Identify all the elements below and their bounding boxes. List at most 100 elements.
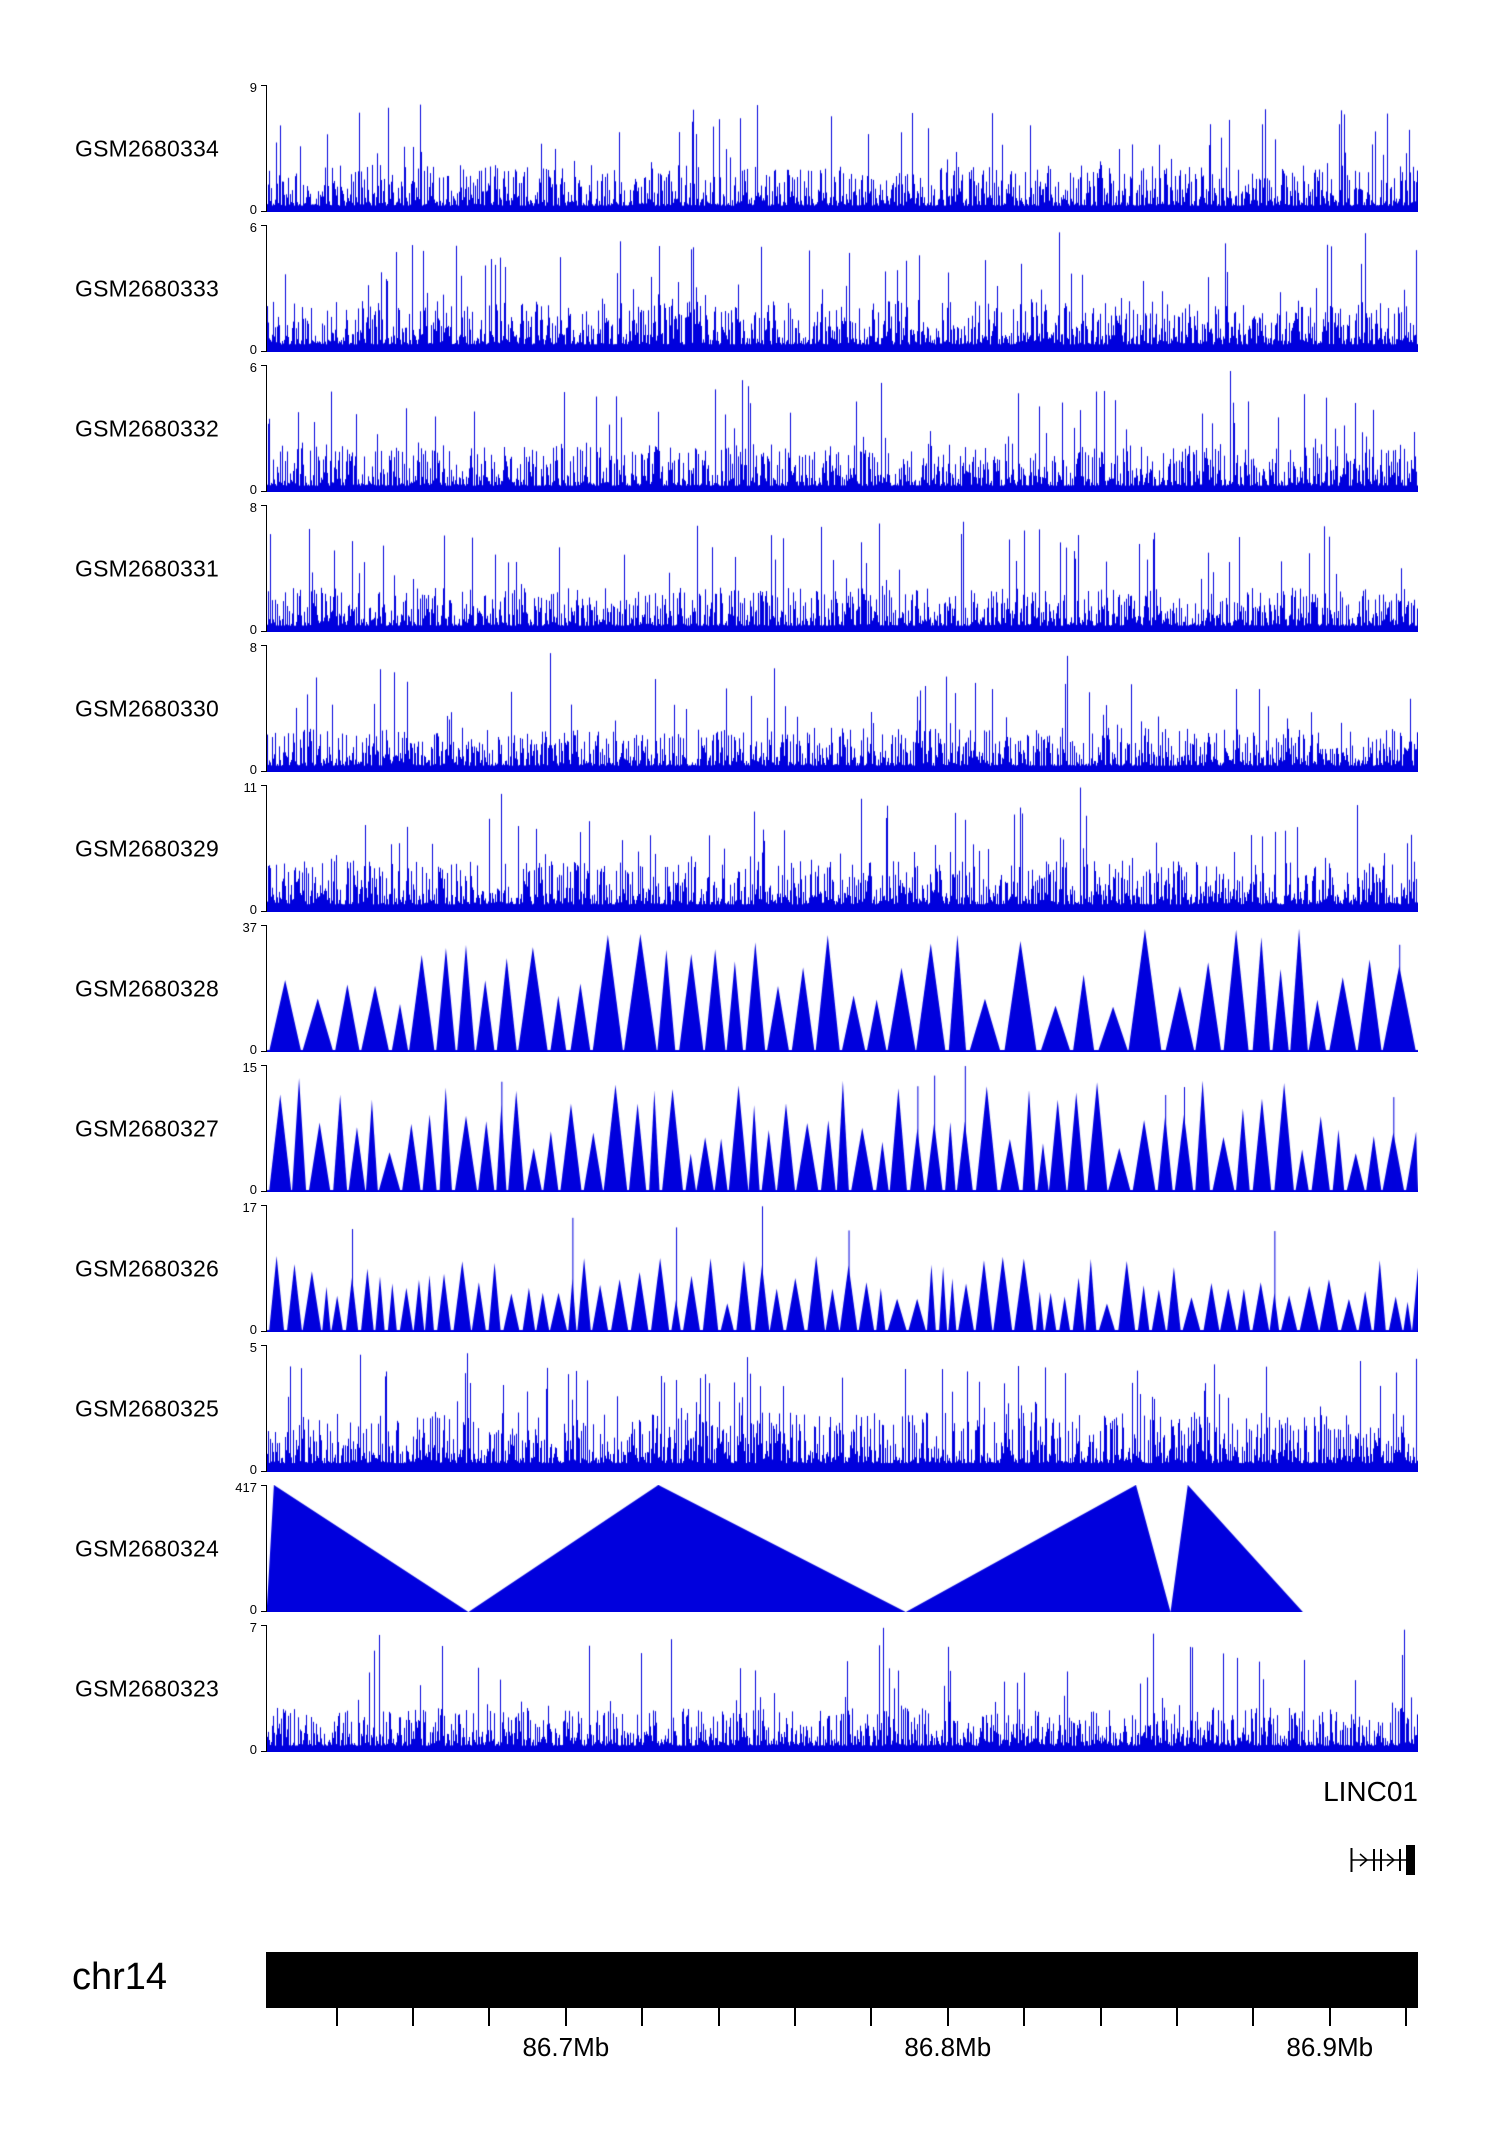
- gene-model-icon: [1350, 1845, 1415, 1875]
- y-axis-zero-label: 0: [249, 762, 257, 777]
- coverage-signal: [267, 785, 1418, 912]
- coverage-signal: [267, 1625, 1418, 1752]
- track-GSM2680334: GSM2680334 9 0: [0, 81, 1500, 216]
- axis-tick: [1405, 2008, 1408, 2026]
- track-label: GSM2680324: [75, 1535, 219, 1561]
- axis-tick: [488, 2008, 491, 2026]
- axis-tick: [564, 2008, 567, 2026]
- coverage-signal: [267, 645, 1418, 772]
- y-axis-tick: [261, 505, 267, 506]
- track-GSM2680325: GSM2680325 5 0: [0, 1341, 1500, 1476]
- y-axis-zero-label: 0: [249, 902, 257, 917]
- y-axis-zero-label: 0: [249, 202, 257, 217]
- track-label: GSM2680327: [75, 1115, 219, 1141]
- track-GSM2680324: GSM2680324 417 0: [0, 1481, 1500, 1616]
- y-axis-tick: [261, 211, 267, 212]
- axis-tick: [1099, 2008, 1102, 2026]
- y-axis-tick: [261, 911, 267, 912]
- axis-tick: [1175, 2008, 1178, 2026]
- y-axis-tick: [261, 631, 267, 632]
- axis-tick: [1328, 2008, 1331, 2026]
- axis-tick: [870, 2008, 873, 2026]
- track-label: GSM2680326: [75, 1255, 219, 1281]
- axis-tick: [794, 2008, 797, 2026]
- y-axis-tick: [261, 1331, 267, 1332]
- y-axis-tick: [261, 1205, 267, 1206]
- y-axis-max-label: 8: [249, 500, 257, 515]
- track-label: GSM2680331: [75, 555, 219, 581]
- y-axis-tick: [261, 785, 267, 786]
- coverage-tracks: GSM2680334 9 0 GSM2680333 6 0 GSM2680332 6 0 GSM2…: [0, 81, 1500, 1765]
- track-GSM2680330: GSM2680330 8 0: [0, 641, 1500, 776]
- y-axis-max-label: 6: [249, 220, 257, 235]
- y-axis-zero-label: 0: [249, 342, 257, 357]
- axis-label: 86.9Mb: [1286, 2032, 1374, 2062]
- axis-tick: [335, 2008, 338, 2026]
- y-axis-tick: [261, 925, 267, 926]
- coverage-signal: [267, 925, 1418, 1052]
- track-GSM2680329: GSM2680329 11 0: [0, 781, 1500, 916]
- track-label: GSM2680330: [75, 695, 219, 721]
- track-plot: 11 0: [244, 781, 1419, 916]
- coverage-signal: [267, 1345, 1418, 1472]
- track-label: GSM2680329: [75, 835, 219, 861]
- axis-tick: [1252, 2008, 1255, 2026]
- track-plot: 17 0: [243, 1201, 1419, 1336]
- axis-tick: [1023, 2008, 1026, 2026]
- track-plot: 15 0: [243, 1061, 1419, 1196]
- y-axis-tick: [261, 1065, 267, 1066]
- y-axis-max-label: 7: [249, 1620, 257, 1635]
- track-label: GSM2680333: [75, 275, 219, 301]
- y-axis-tick: [261, 1191, 267, 1192]
- chromosome-ideogram: [266, 1952, 1418, 2008]
- y-axis-tick: [261, 1751, 267, 1752]
- gene-label: LINC01: [1323, 1776, 1418, 1807]
- track-plot: 37 0: [243, 921, 1419, 1056]
- y-axis-zero-label: 0: [249, 1742, 257, 1757]
- axis-tick: [412, 2008, 415, 2026]
- track-label: GSM2680325: [75, 1395, 219, 1421]
- coverage-signal: [267, 505, 1418, 632]
- y-axis-zero-label: 0: [249, 622, 257, 637]
- track-GSM2680328: GSM2680328 37 0: [0, 921, 1500, 1056]
- axis-label: 86.8Mb: [904, 2032, 992, 2062]
- track-GSM2680323: GSM2680323 7 0: [0, 1621, 1500, 1756]
- y-axis-tick: [261, 771, 267, 772]
- y-axis-zero-label: 0: [249, 482, 257, 497]
- coverage-signal: [267, 1205, 1418, 1332]
- y-axis-tick: [261, 1345, 267, 1346]
- y-axis-tick: [261, 491, 267, 492]
- axis-tick: [946, 2008, 949, 2026]
- axis-label: 86.7Mb: [522, 2032, 610, 2062]
- y-axis-tick: [261, 351, 267, 352]
- y-axis-max-label: 6: [249, 360, 257, 375]
- coverage-signal: [267, 85, 1418, 212]
- y-axis-max-label: 37: [242, 920, 257, 935]
- coverage-signal: [267, 225, 1418, 352]
- y-axis-tick: [261, 1611, 267, 1612]
- track-label: GSM2680323: [75, 1675, 219, 1701]
- y-axis-zero-label: 0: [249, 1462, 257, 1477]
- y-axis-tick: [261, 1051, 267, 1052]
- coverage-signal: [267, 1485, 1418, 1612]
- chromosome-label: chr14: [72, 1956, 168, 1998]
- y-axis-tick: [261, 1625, 267, 1626]
- y-axis-tick: [261, 645, 267, 646]
- track-GSM2680333: GSM2680333 6 0: [0, 221, 1500, 356]
- y-axis-max-label: 9: [249, 80, 257, 95]
- y-axis-max-label: 5: [249, 1340, 257, 1355]
- y-axis-tick: [261, 1471, 267, 1472]
- track-GSM2680327: GSM2680327 15 0: [0, 1061, 1500, 1196]
- track-GSM2680326: GSM2680326 17 0: [0, 1201, 1500, 1336]
- y-axis-max-label: 15: [242, 1060, 257, 1075]
- y-axis-tick: [261, 225, 267, 226]
- y-axis-zero-label: 0: [249, 1322, 257, 1337]
- axis-tick: [641, 2008, 644, 2026]
- y-axis-tick: [261, 1485, 267, 1486]
